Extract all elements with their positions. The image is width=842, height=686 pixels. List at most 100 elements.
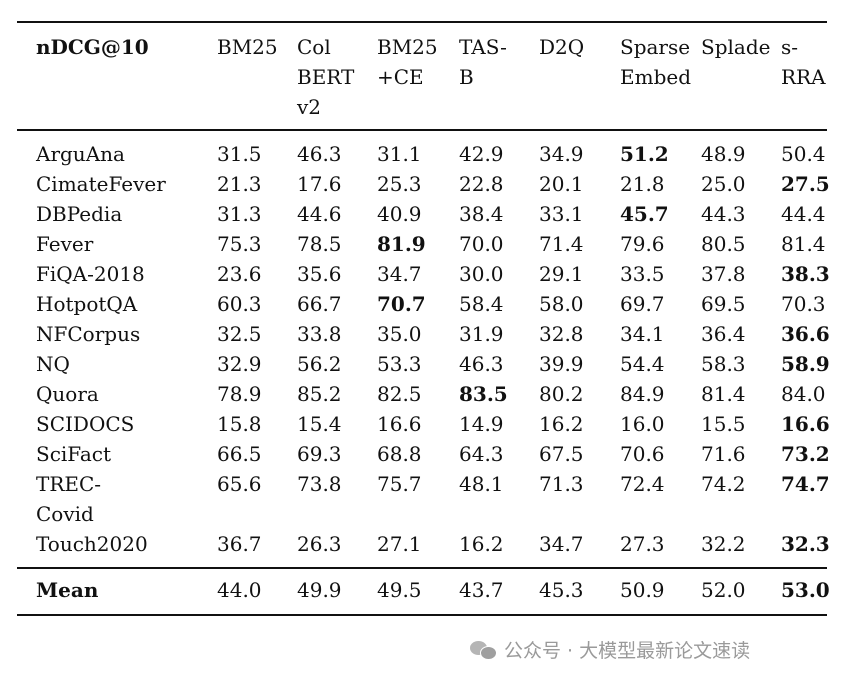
mean-cell: 43.7 [459, 578, 504, 602]
score-cell: 16.6 [377, 412, 422, 436]
table-row: NFCorpus 32.5 33.8 35.0 31.9 32.8 34.1 36.4 36.6 [17, 319, 842, 349]
score-cell: 69.5 [701, 292, 746, 316]
score-cell: 71.3 [539, 472, 584, 496]
score-cell: 67.5 [539, 442, 584, 466]
score-cell: 21.8 [620, 172, 665, 196]
score-cell: 32.8 [539, 322, 584, 346]
column-header-line: B [459, 65, 474, 89]
column-header-4: TAS- B [459, 0, 539, 130]
score-cell: 22.8 [459, 172, 504, 196]
table-row: SCIDOCS 15.8 15.4 16.6 14.9 16.2 16.0 15.5 16.6 [17, 409, 842, 439]
table-row: Touch2020 36.7 26.3 27.1 16.2 34.7 27.3 32.2 32.… [17, 529, 842, 559]
score-cell: 58.3 [701, 352, 746, 376]
dataset-name: FiQA-2018 [36, 262, 145, 286]
score-cell: 35.0 [377, 322, 422, 346]
score-cell: 79.6 [620, 232, 665, 256]
mean-cell: 52.0 [701, 578, 746, 602]
column-header-6: Sparse Embed [620, 0, 701, 130]
score-cell: 45.7 [620, 202, 669, 226]
mean-cell: 50.9 [620, 578, 665, 602]
score-cell: 39.9 [539, 352, 584, 376]
column-header-line: Embed [620, 65, 692, 89]
score-cell: 85.2 [297, 382, 342, 406]
score-cell: 32.5 [217, 322, 262, 346]
score-cell: 70.3 [781, 292, 826, 316]
score-cell: 71.4 [539, 232, 584, 256]
score-cell: 25.0 [701, 172, 746, 196]
score-cell: 16.0 [620, 412, 665, 436]
dataset-name: DBPedia [36, 202, 123, 226]
score-cell: 66.7 [297, 292, 342, 316]
table-row: Quora 78.9 85.2 82.5 83.5 80.2 84.9 81.4 84.0 [17, 379, 842, 409]
score-cell: 70.6 [620, 442, 665, 466]
score-cell: 44.3 [701, 202, 746, 226]
table-body: ArguAna 31.5 46.3 31.1 42.9 34.9 51.2 48.9 50.4 C… [17, 130, 842, 559]
column-header-line: D2Q [539, 35, 585, 59]
score-cell: 84.9 [620, 382, 665, 406]
mean-cell: 44.0 [217, 578, 262, 602]
score-cell: 31.9 [459, 322, 504, 346]
table-row: HotpotQA 60.3 66.7 70.7 58.4 58.0 69.7 69.5 70.3 [17, 289, 842, 319]
score-cell: 16.2 [459, 532, 504, 556]
score-cell: 31.3 [217, 202, 262, 226]
score-cell: 33.1 [539, 202, 584, 226]
dataset-name: NFCorpus [36, 322, 141, 346]
score-cell: 81.4 [701, 382, 746, 406]
column-header-line: Sparse [620, 35, 691, 59]
column-header-line: TAS- [459, 35, 507, 59]
score-cell: 34.7 [539, 532, 584, 556]
score-cell: 81.4 [781, 232, 826, 256]
header-rule [17, 129, 827, 131]
score-cell: 38.4 [459, 202, 504, 226]
score-cell: 16.6 [781, 412, 830, 436]
score-cell: 37.8 [701, 262, 746, 286]
dataset-name: Fever [36, 232, 94, 256]
score-cell: 60.3 [217, 292, 262, 316]
score-cell: 27.3 [620, 532, 665, 556]
score-cell: 16.2 [539, 412, 584, 436]
score-cell: 25.3 [377, 172, 422, 196]
score-cell: 58.9 [781, 352, 830, 376]
table-row: CimateFever 21.3 17.6 25.3 22.8 20.1 21.8 25.0 2… [17, 169, 842, 199]
score-cell: 15.4 [297, 412, 342, 436]
score-cell: 44.4 [781, 202, 826, 226]
results-table: nDCG@10 BM25 Col BERT v2 BM25 +CE TAS- B D2Q Spar… [17, 0, 842, 605]
dataset-name: NQ [36, 352, 70, 376]
score-cell: 73.2 [781, 442, 830, 466]
column-header-line: BERT [297, 65, 355, 89]
score-cell: 27.1 [377, 532, 422, 556]
mean-cell: 49.5 [377, 578, 422, 602]
score-cell: 74.2 [701, 472, 746, 496]
score-cell: 33.8 [297, 322, 342, 346]
score-cell: 80.5 [701, 232, 746, 256]
score-cell: 53.3 [377, 352, 422, 376]
score-cell: 83.5 [459, 382, 508, 406]
score-cell: 48.1 [459, 472, 504, 496]
score-cell: 44.6 [297, 202, 342, 226]
table-row: Fever 75.3 78.5 81.9 70.0 71.4 79.6 80.5 81.4 [17, 229, 842, 259]
column-header-line: s- [781, 35, 799, 59]
score-cell: 31.5 [217, 142, 262, 166]
score-cell: 81.9 [377, 232, 426, 256]
score-cell: 34.1 [620, 322, 665, 346]
score-cell: 72.4 [620, 472, 665, 496]
score-cell: 48.9 [701, 142, 746, 166]
score-cell: 21.3 [217, 172, 262, 196]
metric-header: nDCG@10 [17, 0, 217, 130]
score-cell: 40.9 [377, 202, 422, 226]
score-cell: 74.7 [781, 472, 830, 496]
dataset-name: SCIDOCS [36, 412, 135, 436]
dataset-name: HotpotQA [36, 292, 138, 316]
score-cell: 46.3 [459, 352, 504, 376]
table-row: SciFact 66.5 69.3 68.8 64.3 67.5 70.6 71.6 73.2 [17, 439, 842, 469]
score-cell: 65.6 [217, 472, 262, 496]
score-cell: 34.7 [377, 262, 422, 286]
score-cell: 70.7 [377, 292, 426, 316]
mean-cell: 53.0 [781, 578, 830, 602]
score-cell: 14.9 [459, 412, 504, 436]
score-cell: 78.9 [217, 382, 262, 406]
table-row: NQ 32.9 56.2 53.3 46.3 39.9 54.4 58.3 58.9 [17, 349, 842, 379]
watermark-text: 公众号 · 大模型最新论文速读 [504, 640, 751, 662]
metric-header-label: nDCG@10 [36, 35, 149, 59]
score-cell: 26.3 [297, 532, 342, 556]
